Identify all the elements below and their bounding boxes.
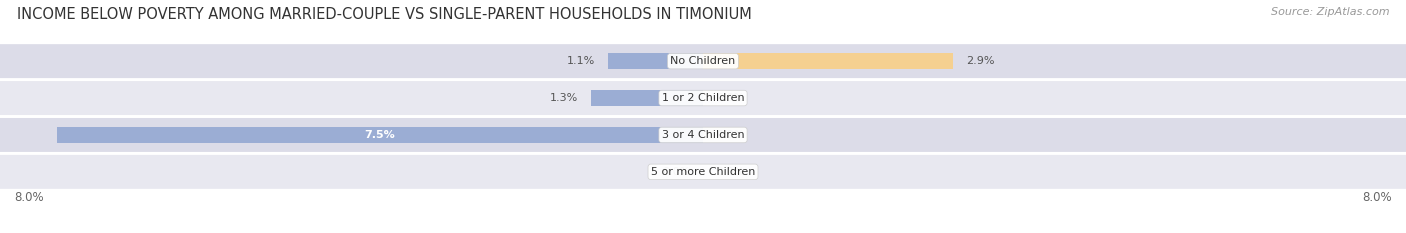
Text: 8.0%: 8.0% bbox=[14, 191, 44, 204]
Bar bbox=[609, 53, 703, 69]
Text: Source: ZipAtlas.com: Source: ZipAtlas.com bbox=[1271, 7, 1389, 17]
Text: 0.0%: 0.0% bbox=[662, 167, 690, 177]
Text: 0.0%: 0.0% bbox=[716, 130, 744, 140]
Bar bbox=[703, 53, 953, 69]
Text: INCOME BELOW POVERTY AMONG MARRIED-COUPLE VS SINGLE-PARENT HOUSEHOLDS IN TIMONIU: INCOME BELOW POVERTY AMONG MARRIED-COUPL… bbox=[17, 7, 752, 22]
Bar bbox=[58, 127, 703, 143]
Bar bbox=[591, 90, 703, 106]
FancyBboxPatch shape bbox=[0, 44, 1406, 78]
Text: 7.5%: 7.5% bbox=[364, 130, 395, 140]
Text: 0.0%: 0.0% bbox=[716, 93, 744, 103]
Text: 0.0%: 0.0% bbox=[716, 167, 744, 177]
Text: 1.3%: 1.3% bbox=[550, 93, 578, 103]
Text: 1 or 2 Children: 1 or 2 Children bbox=[662, 93, 744, 103]
Text: No Children: No Children bbox=[671, 56, 735, 66]
Text: 5 or more Children: 5 or more Children bbox=[651, 167, 755, 177]
FancyBboxPatch shape bbox=[0, 155, 1406, 189]
Text: 3 or 4 Children: 3 or 4 Children bbox=[662, 130, 744, 140]
Text: 2.9%: 2.9% bbox=[966, 56, 994, 66]
Text: 1.1%: 1.1% bbox=[567, 56, 595, 66]
FancyBboxPatch shape bbox=[0, 81, 1406, 115]
Text: 8.0%: 8.0% bbox=[1362, 191, 1392, 204]
FancyBboxPatch shape bbox=[0, 118, 1406, 152]
